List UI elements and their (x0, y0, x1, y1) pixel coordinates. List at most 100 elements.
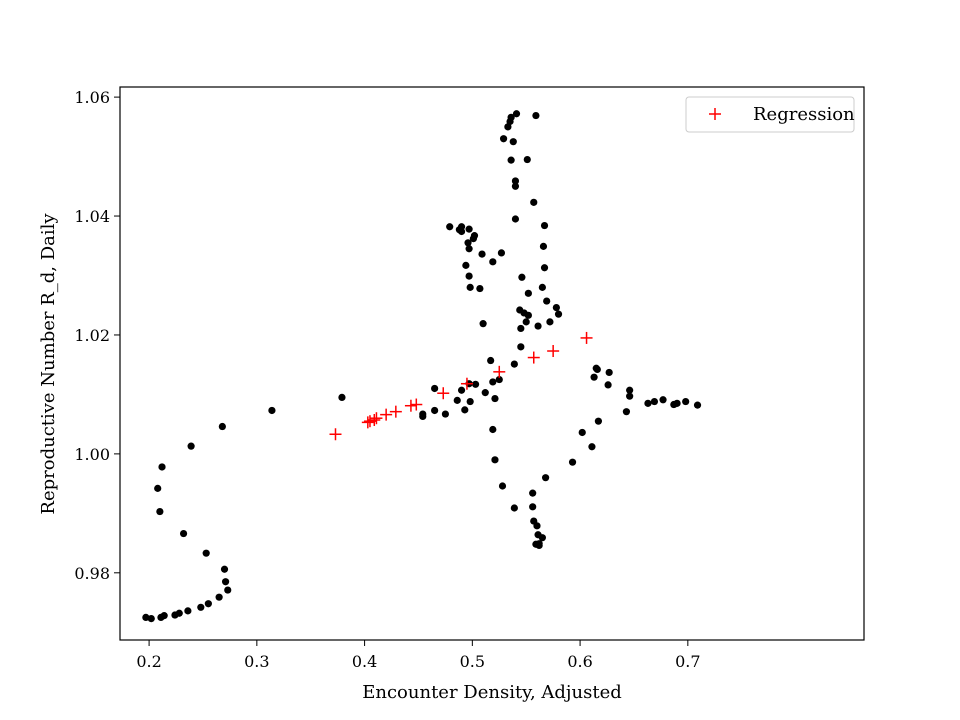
data-point (466, 397, 474, 406)
y-tick-label: 0.98 (74, 564, 110, 583)
data-point (479, 320, 487, 328)
data-point (220, 565, 229, 573)
data-point (605, 368, 613, 377)
data-point (202, 549, 210, 557)
data-point (476, 284, 484, 293)
x-axis-ticks: 0.2 0.3 0.4 0.5 0.6 0.7 (136, 640, 701, 671)
data-point (470, 232, 479, 240)
data-point (535, 540, 543, 548)
data-point (419, 412, 427, 421)
y-tick-label: 1.06 (74, 88, 110, 107)
data-point (644, 399, 652, 407)
data-point (693, 401, 702, 409)
x-tick-label: 0.7 (675, 652, 700, 671)
data-point (523, 155, 531, 164)
y-tick-label: 1.04 (74, 207, 110, 226)
data-point (478, 250, 486, 258)
data-point (546, 318, 554, 326)
data-point (499, 135, 508, 143)
legend: Regression (685, 96, 855, 133)
data-point (154, 484, 162, 492)
data-point (338, 393, 346, 401)
data-point (511, 177, 520, 185)
data-point (465, 245, 473, 253)
data-point (518, 273, 526, 281)
data-point (218, 422, 226, 431)
legend-label-regression: Regression (753, 104, 855, 125)
data-point (554, 310, 563, 318)
data-point (534, 322, 542, 330)
regression-point (329, 428, 342, 441)
x-tick-label: 0.6 (567, 652, 592, 671)
data-point (529, 489, 537, 497)
regression-point (410, 398, 423, 411)
data-point (465, 225, 473, 233)
data-point (552, 304, 560, 312)
x-tick-label: 0.5 (460, 652, 485, 671)
data-point (510, 360, 518, 368)
data-point (464, 239, 472, 247)
data-point (673, 399, 681, 407)
data-point (431, 384, 439, 393)
data-point (197, 603, 205, 611)
data-point (538, 283, 546, 291)
regression-point (361, 416, 374, 429)
data-point (465, 272, 473, 280)
data-point (578, 428, 586, 437)
data-point (179, 529, 188, 538)
y-axis-label: Reproductive Number R_d, Daily (38, 213, 59, 515)
regression-point (493, 365, 506, 378)
data-point (268, 406, 276, 415)
data-point (187, 442, 195, 450)
data-point (542, 474, 550, 482)
data-point (593, 365, 601, 374)
data-point (529, 503, 537, 511)
data-point (604, 381, 612, 389)
series-1 (329, 331, 593, 441)
data-point (224, 586, 232, 594)
data-point (466, 283, 474, 291)
data-point (512, 110, 521, 118)
data-point (441, 410, 449, 418)
data-point (626, 392, 634, 400)
regression-point (460, 377, 473, 390)
plot-frame (119, 86, 865, 641)
y-tick-label: 1.02 (74, 326, 110, 345)
data-point (517, 324, 525, 333)
data-point (511, 215, 520, 223)
data-point (175, 609, 183, 617)
data-point (497, 249, 506, 257)
x-tick-label: 0.3 (244, 652, 269, 671)
data-point (221, 578, 230, 586)
data-point (539, 242, 548, 250)
data-point (431, 406, 439, 415)
data-point (491, 456, 499, 464)
legend-box (685, 96, 855, 133)
data-point (543, 297, 551, 305)
regression-point (380, 408, 393, 421)
data-point (471, 380, 480, 388)
data-point (682, 397, 690, 406)
data-point (568, 458, 577, 466)
data-point (540, 221, 549, 230)
regression-point (404, 399, 417, 412)
regression-point (547, 345, 560, 358)
data-point (453, 396, 461, 404)
data-point (489, 258, 497, 266)
legend-marker-regression (709, 108, 721, 120)
data-point (487, 356, 495, 365)
data-point (538, 534, 546, 542)
regression-point (370, 412, 383, 425)
y-tick-label: 1.00 (74, 445, 110, 464)
x-axis-label: Encounter Density, Adjusted (362, 682, 622, 703)
data-point (530, 198, 538, 206)
data-point (158, 463, 166, 471)
regression-point (580, 331, 593, 344)
data-point (650, 397, 659, 406)
data-point (594, 417, 603, 425)
data-point (532, 111, 540, 120)
data-point (659, 396, 667, 404)
data-point (509, 138, 517, 146)
data-point (461, 406, 469, 414)
